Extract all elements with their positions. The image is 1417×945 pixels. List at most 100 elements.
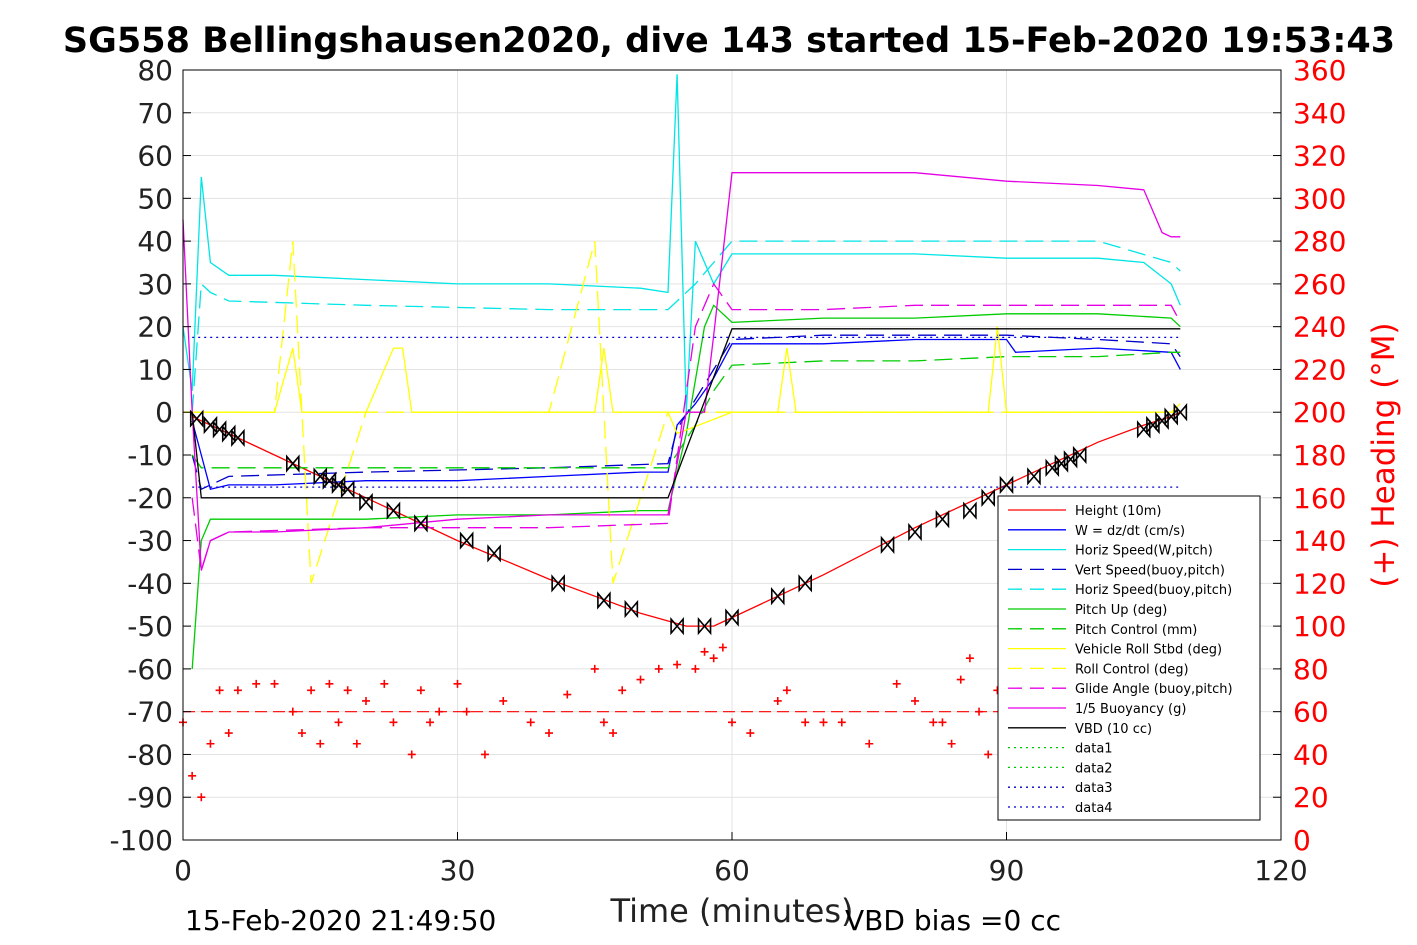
heading-point [416,686,425,695]
y-tick-label: -90 [127,781,173,814]
vehicle-marker [697,616,712,636]
heading-point [965,654,974,663]
heading-point [837,718,846,727]
heading-point [636,675,645,684]
y-right-tick-label: 220 [1293,353,1346,386]
series-line [183,326,1181,435]
y-right-tick-label: 340 [1293,97,1346,130]
heading-point [700,647,709,656]
vehicle-marker [212,420,227,439]
series-line [191,240,1181,413]
heading-point [325,679,334,688]
y-tick-label: -40 [127,567,173,600]
chart-title: SG558 Bellingshausen2020, dive 143 start… [63,21,1395,61]
y-axis-left-ticks: 80 70 60 50 40 30 20 10 0 -10 -20 -30 -40 -50 -60 -70 -8… [109,54,191,857]
heading-point [746,729,755,738]
vehicle-marker [221,424,236,443]
vehicle-marker [798,574,812,593]
vehicle-marker [770,587,785,606]
heading-point [197,793,206,802]
legend-entry: Pitch Up (deg) [1075,603,1167,618]
heading-point [215,686,224,695]
heading-point [563,690,572,699]
y-tick-label: -60 [127,653,173,686]
vehicle-marker [624,599,639,619]
y-right-tick-label: 360 [1293,54,1346,87]
vehicle-marker [414,514,428,533]
y-right-tick-label: 260 [1293,268,1346,301]
series-line [182,172,1181,571]
heading-point [984,750,993,759]
y-right-tick-label: 60 [1293,696,1329,729]
y-tick-label: -80 [127,738,173,771]
y-right-tick-label: 0 [1293,824,1311,857]
vehicle-marker [963,501,977,520]
vehicle-marker [999,475,1014,495]
legend-entry: Height (10m) [1075,504,1161,519]
series-line [191,411,1181,627]
heading-point [453,679,462,688]
y-tick-label: 70 [137,97,173,130]
legend-entry: 1/5 Buoyancy (g) [1075,702,1186,717]
heading-point [782,686,791,695]
heading-point [545,729,553,738]
heading-point [947,739,956,748]
vehicle-marker [487,544,501,563]
vehicle-marker [670,616,684,636]
heading-point [938,718,947,727]
y-axis-right-ticks: 3603403203002802602402202001801601401201… [1273,54,1346,857]
series-line [191,334,1181,491]
heading-point [362,696,370,705]
legend-entry: Pitch Control (mm) [1075,623,1197,638]
y-tick-label: 10 [137,353,173,386]
heading-point [352,739,361,748]
y-right-tick-label: 100 [1293,610,1346,643]
legend-entry: Roll Control (deg) [1075,662,1189,677]
legend-entry: Vert Speed(buoy,pitch) [1075,563,1225,578]
heading-point [252,679,261,688]
y-tick-label: 80 [137,54,173,87]
heading-point [718,643,727,652]
vehicle-marker [908,522,922,542]
y-tick-label: 60 [137,140,173,173]
vehicle-marker [359,492,373,512]
vehicle-marker [981,488,995,507]
heading-point [609,729,618,738]
heading-point [801,718,810,727]
y-right-tick-label: 140 [1293,525,1346,558]
vehicle-marker [189,409,204,428]
heading-point [590,664,599,673]
heading-point [865,739,874,748]
y-right-tick-label: 280 [1293,225,1346,258]
heading-point [691,664,700,673]
heading-point [728,718,736,727]
y-tick-label: -50 [127,610,173,643]
y-right-tick-label: 240 [1293,311,1346,344]
heading-point [407,750,416,759]
vehicle-marker [1072,445,1087,465]
y-axis-right-label: (+) Heading (°M) [1366,322,1402,587]
heading-point [316,739,325,748]
x-tick-label: 120 [1254,854,1307,887]
footer-timestamp: 15-Feb-2020 21:49:50 [185,904,496,937]
x-tick-label: 60 [714,854,750,887]
heading-point [526,718,535,727]
vehicle-marker [880,535,895,554]
y-right-tick-label: 40 [1293,738,1329,771]
heading-point [426,718,435,727]
heading-point [380,679,389,688]
x-tick-label: 0 [174,854,192,887]
heading-point [206,739,215,748]
y-right-tick-label: 80 [1293,653,1329,686]
vehicle-marker [313,467,328,486]
legend-entry: Horiz Speed(W,pitch) [1075,544,1213,559]
x-axis-ticks: 0 30 60 90 120 [174,832,1308,887]
legend-entry: Glide Angle (buoy,pitch) [1075,682,1233,697]
legend-entry: data3 [1075,781,1113,796]
legend: Height (10m) W = dz/dt (cm/s) Horiz Speed(… [997,495,1261,821]
x-axis-label: Time (minutes) [610,892,854,930]
y-tick-label: -10 [127,439,173,472]
legend-entry: data1 [1075,742,1113,757]
vehicle-marker [340,480,355,499]
